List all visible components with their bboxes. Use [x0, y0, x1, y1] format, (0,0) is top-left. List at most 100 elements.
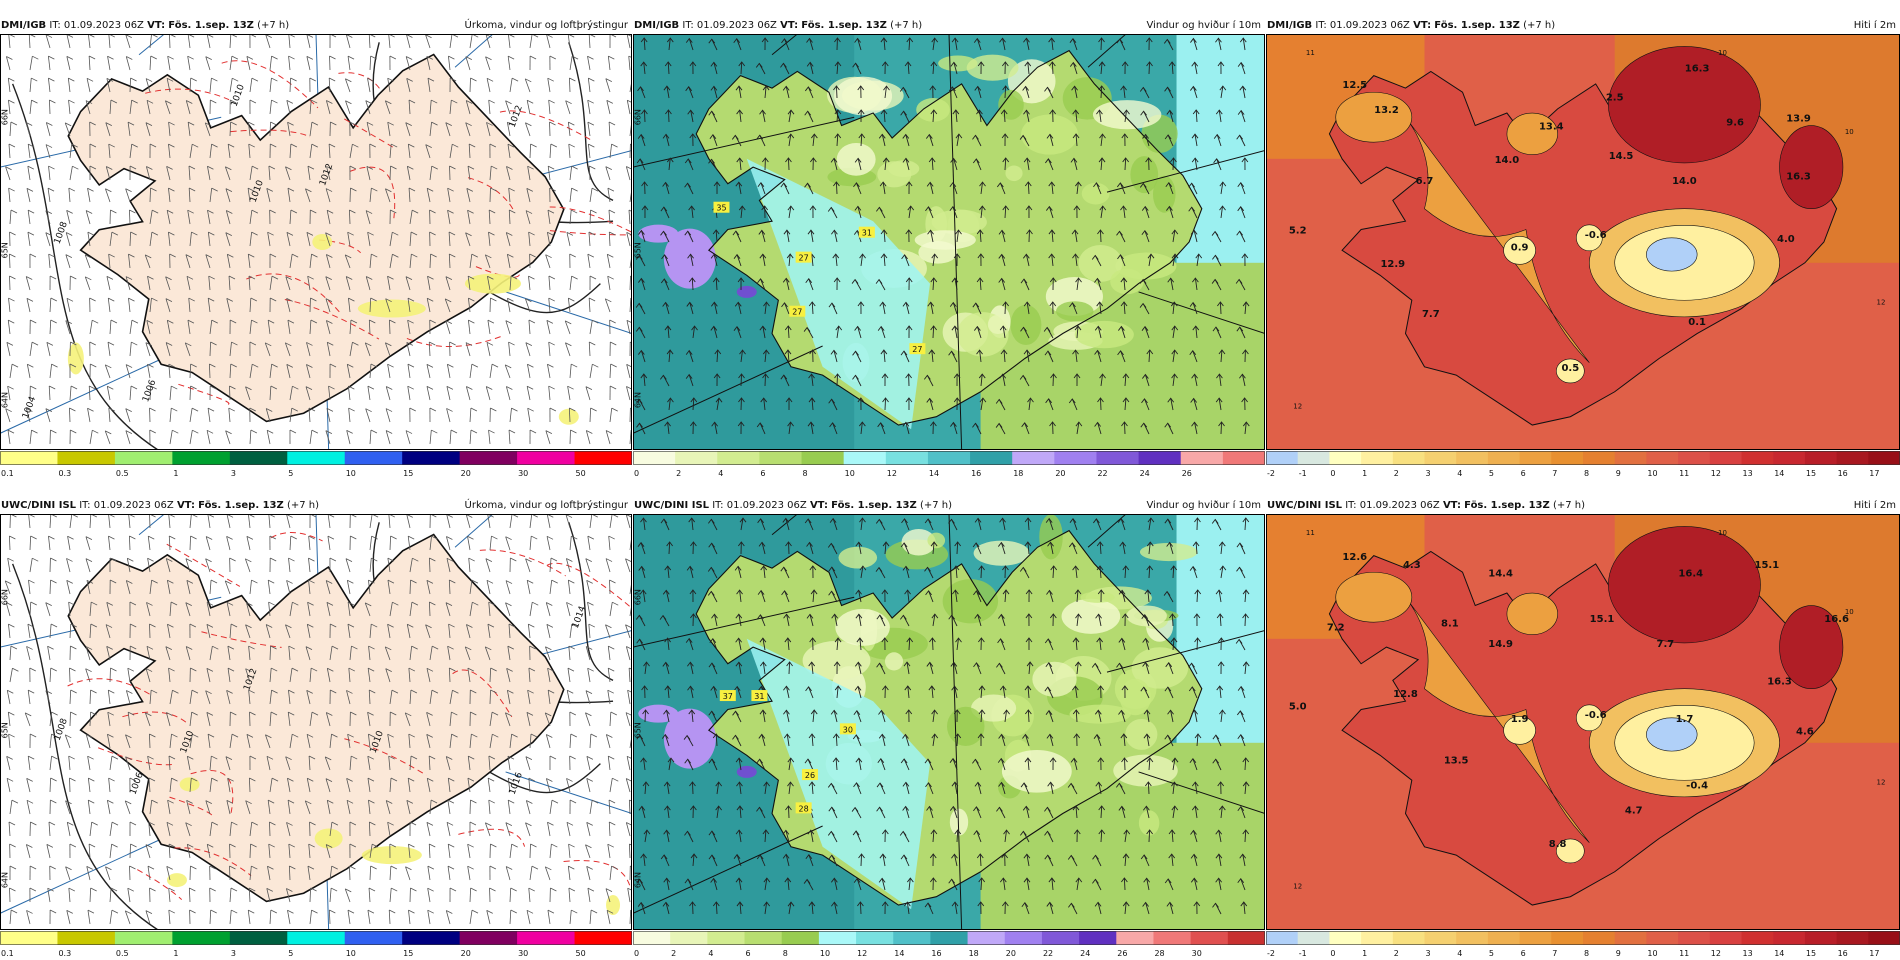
colorbar-tick-label: 5: [288, 469, 293, 478]
colorbar-tick-label: 0.1: [1, 469, 14, 478]
colorbar-swatch: [717, 451, 760, 465]
init-time: 01.09.2023 06Z: [727, 500, 807, 511]
gust-label: 31: [754, 692, 764, 701]
colorbar-swatch: [1520, 931, 1552, 945]
colorbar-swatch: [1837, 931, 1869, 945]
colorbar-tick-label: 50: [576, 949, 586, 958]
colorbar-swatch: [402, 931, 460, 945]
model-source: UWC/DINI ISL: [634, 500, 709, 511]
contour-label: 10: [1718, 529, 1727, 537]
colorbar-swatch: [1742, 931, 1774, 945]
colorbar-tick-label: 4: [1457, 949, 1462, 958]
temperature-label: 2.5: [1606, 93, 1624, 104]
colorbar-swatch: [802, 451, 845, 465]
latitude-label: 64N: [634, 872, 643, 888]
colorbar-swatch: [1710, 931, 1742, 945]
temperature-label: 5.2: [1289, 226, 1307, 237]
temperature-label: 14.0: [1672, 176, 1697, 187]
colorbar-tick-label: 14: [1774, 949, 1784, 958]
lead-time: (+7 h): [287, 500, 319, 511]
colorbar-tick-label: 12: [857, 949, 867, 958]
panel-title: Úrkoma, vindur og loftþrýstingur: [465, 498, 628, 514]
colorbar-swatch: [759, 451, 802, 465]
colorbar-tick-label: 0: [634, 949, 639, 958]
temp-map-panel: UWC/DINI ISL IT: 01.09.2023 06Z VT: Fös.…: [1266, 498, 1900, 960]
temperature-label: 4.0: [1777, 234, 1795, 245]
temperature-label: 13.4: [1539, 122, 1564, 133]
colorbar-swatch: [675, 451, 718, 465]
colorbar-swatch: [287, 931, 345, 945]
latitude-label: 66N: [1, 589, 10, 605]
valid-time: Fös. 1.sep. 13Z: [831, 500, 917, 511]
colorbar-swatch: [57, 451, 115, 465]
colorbar-tick-label: 0.1: [1, 949, 14, 958]
colorbar-swatch: [1361, 451, 1393, 465]
temperature-label: 16.3: [1767, 677, 1792, 688]
colorbar-swatch: [968, 931, 1006, 945]
colorbar-swatch: [819, 931, 857, 945]
colorbar-swatch: [1646, 451, 1678, 465]
model-source: DMI/IGB: [1, 20, 46, 31]
colorbar-tick-label: 20: [1055, 469, 1065, 478]
colorbar-swatch: [1042, 931, 1080, 945]
colorbar-swatch: [1139, 451, 1182, 465]
latitude-label: 64N: [634, 392, 643, 408]
colorbar-tick-label: 3: [1426, 469, 1431, 478]
colorbar-tick-label: 30: [518, 469, 528, 478]
colorbar-tick-label: 15: [1806, 469, 1816, 478]
temperature-label: 7.7: [1657, 639, 1675, 650]
gust-label: 27: [912, 345, 922, 354]
colorbar-tick-label: 7: [1552, 469, 1557, 478]
colorbar-tick-label: 1: [173, 949, 178, 958]
colorbar-tick-label: 5: [1489, 949, 1494, 958]
lead-time: (+7 h): [1553, 500, 1585, 511]
colorbar-tick-label: 10: [820, 949, 830, 958]
colorbar-swatch: [1228, 931, 1265, 945]
gust-label: 30: [843, 725, 853, 734]
temperature-label: 7.2: [1327, 622, 1345, 633]
colorbar-tick-label: 11: [1679, 469, 1689, 478]
colorbar-swatch: [1456, 451, 1488, 465]
temperature-label: 16.4: [1678, 568, 1703, 579]
colorbar-swatch: [402, 451, 460, 465]
colorbar-swatch: [460, 451, 518, 465]
gust-label: 27: [792, 308, 802, 317]
colorbar-swatch: [287, 451, 345, 465]
model-source: UWC/DINI ISL: [1, 500, 76, 511]
colorbar-swatch: [1742, 451, 1774, 465]
colorbar-swatches: [1266, 451, 1900, 465]
colorbar-tick-label: 10: [845, 469, 855, 478]
colorbar-tick-label: 14: [929, 469, 939, 478]
colorbar-tick-label: 0.3: [58, 469, 71, 478]
contour-label: 12: [1877, 778, 1886, 786]
colorbar-swatch: [1393, 451, 1425, 465]
colorbar-tick-label: 10: [1647, 469, 1657, 478]
temperature-label: 12.9: [1380, 259, 1405, 270]
colorbar-swatch: [1116, 931, 1154, 945]
valid-time-label: VT:: [147, 20, 165, 31]
colorbar-tick-label: 20: [1006, 949, 1016, 958]
colorbar-swatch: [1805, 451, 1837, 465]
panel-title: Hiti í 2m: [1854, 498, 1896, 514]
init-time: 01.09.2023 06Z: [64, 20, 144, 31]
colorbar-swatch: [844, 451, 887, 465]
colorbar-swatch: [1583, 451, 1615, 465]
precip-map-panel: DMI/IGB IT: 01.09.2023 06Z VT: Fös. 1.se…: [0, 18, 632, 480]
colorbar-swatch: [856, 931, 894, 945]
lead-time: (+7 h): [1523, 20, 1555, 31]
colorbar-swatch: [1298, 931, 1330, 945]
panel-header: DMI/IGB IT: 01.09.2023 06Z VT: Fös. 1.se…: [0, 18, 632, 34]
temperature-label: 4.6: [1796, 726, 1814, 737]
colorbar-tick-label: 28: [1154, 949, 1164, 958]
colorbar-tick-label: 5: [288, 949, 293, 958]
colorbar-swatches: [633, 931, 1265, 945]
temperature-label: 14.0: [1495, 155, 1520, 166]
wind-map-panel: DMI/IGB IT: 01.09.2023 06Z VT: Fös. 1.se…: [633, 18, 1265, 480]
valid-time-label: VT:: [780, 20, 798, 31]
